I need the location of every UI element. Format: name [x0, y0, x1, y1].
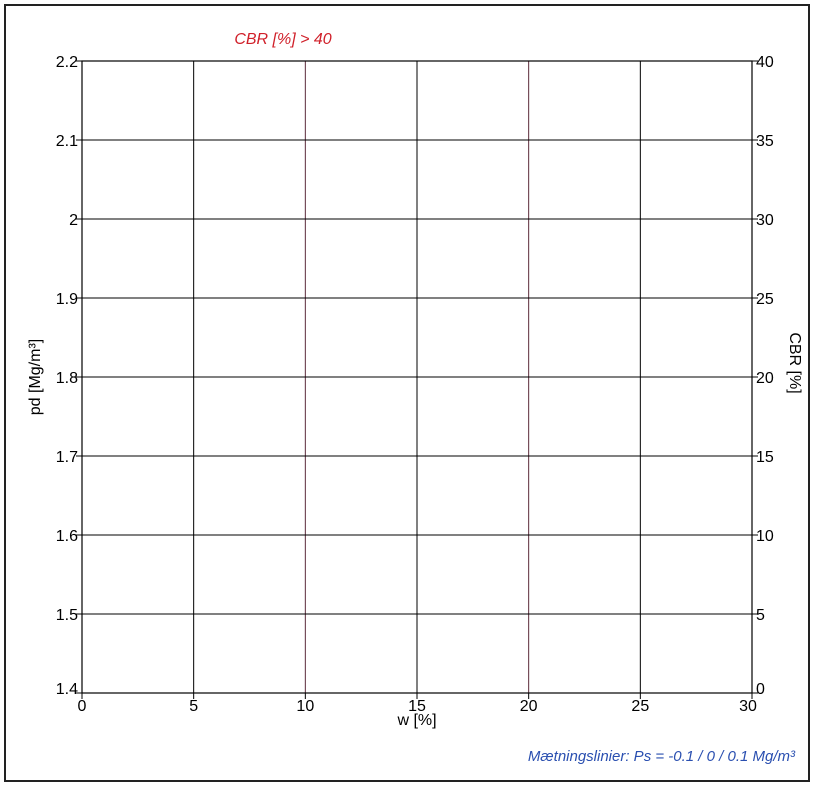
x-tick-label: 20 [520, 698, 538, 715]
y2-tick-label: 0 [756, 681, 765, 698]
y-tick-label: 2 [69, 212, 78, 229]
x-tick-label: 30 [739, 698, 757, 715]
x-tick-label: 10 [296, 698, 314, 715]
y2-tick-label: 40 [756, 54, 774, 71]
y-tick-label: 1.9 [56, 291, 78, 308]
y-tick-label: 1.5 [56, 607, 78, 624]
y2-axis-label: CBR [%] [786, 332, 803, 393]
x-tick-label: 5 [189, 698, 198, 715]
y2-tick-label: 25 [756, 291, 774, 308]
tick-labels: 0 5 10 15 20 25 30 1.4 1.5 1.6 1.7 1.8 1.9 2 2.1 2.2 0 5 1… [56, 54, 774, 715]
y2-tick-label: 30 [756, 212, 774, 229]
y-tick-label: 2.1 [56, 133, 78, 150]
y2-tick-label: 5 [756, 607, 765, 624]
y2-tick-label: 20 [756, 370, 774, 387]
y-tick-label: 1.8 [56, 370, 78, 387]
chart-title: CBR [%] > 40 [234, 31, 331, 48]
x-tick-label: 25 [631, 698, 649, 715]
chart-frame [4, 4, 810, 782]
y-tick-label: 1.6 [56, 528, 78, 545]
x-tick-label: 15 [408, 698, 426, 715]
plot-area [81, 60, 753, 694]
x-tick-label: 0 [78, 698, 87, 715]
saturation-annotation: Mætningslinier: Ps = -0.1 / 0 / 0.1 Mg/m… [528, 748, 796, 765]
y-tick-label: 1.7 [56, 449, 78, 466]
y-tick-label: 2.2 [56, 54, 78, 71]
grid [76, 60, 758, 699]
x-axis-label: w [%] [396, 712, 436, 729]
y2-tick-label: 10 [756, 528, 774, 545]
y-axis-label: pd [Mg/m³] [27, 339, 44, 415]
y2-tick-label: 15 [756, 449, 774, 466]
y2-tick-label: 35 [756, 133, 774, 150]
y-tick-label: 1.4 [56, 681, 78, 698]
